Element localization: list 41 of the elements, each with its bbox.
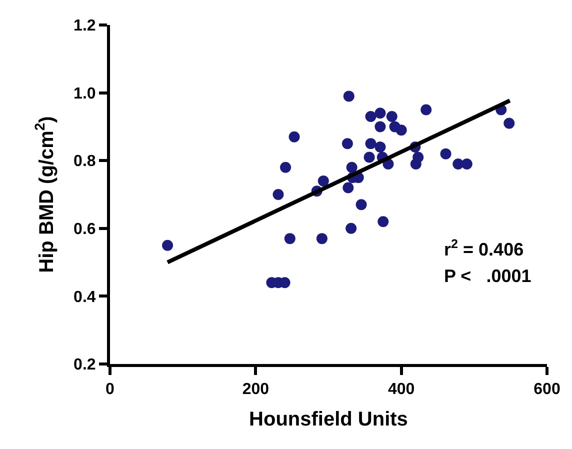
point: [420, 104, 432, 116]
point: [410, 158, 422, 170]
y-tick-label: 0.6: [74, 221, 96, 238]
x-axis-title: Hounsfield Units: [249, 408, 408, 431]
point: [162, 240, 174, 251]
point: [386, 111, 398, 122]
point: [356, 199, 367, 210]
point: [396, 124, 407, 136]
point: [342, 182, 354, 194]
point: [440, 148, 452, 160]
point: [374, 108, 386, 119]
y-tick-label: 1.0: [74, 85, 96, 102]
point: [343, 90, 354, 102]
point: [284, 233, 296, 244]
annotation: r$^{2}$ = 0.406: [444, 237, 524, 260]
y-tick-label: 0.2: [74, 356, 96, 374]
point: [342, 138, 353, 150]
point: [272, 189, 284, 200]
x-tick-label: 600: [534, 381, 560, 398]
y-tick-label: 0.4: [74, 288, 96, 306]
point: [365, 111, 376, 122]
point: [504, 118, 515, 129]
point: [374, 142, 386, 153]
point: [346, 222, 357, 234]
x-tick-label: 200: [242, 381, 270, 398]
annotation: P < .0001: [444, 266, 532, 286]
point: [316, 233, 328, 244]
point: [365, 138, 376, 150]
y-tick-label: 1.2: [74, 18, 96, 35]
point: [452, 158, 464, 170]
point: [374, 121, 386, 132]
point: [288, 131, 300, 142]
point: [318, 175, 329, 186]
point: [346, 162, 358, 173]
point: [378, 216, 389, 228]
point: [280, 162, 292, 173]
point: [461, 158, 472, 170]
point: [364, 152, 375, 163]
x-tick-label: 400: [388, 381, 415, 398]
x-tick-label: 0: [106, 381, 115, 398]
y-tick-label: 0.8: [74, 153, 96, 170]
